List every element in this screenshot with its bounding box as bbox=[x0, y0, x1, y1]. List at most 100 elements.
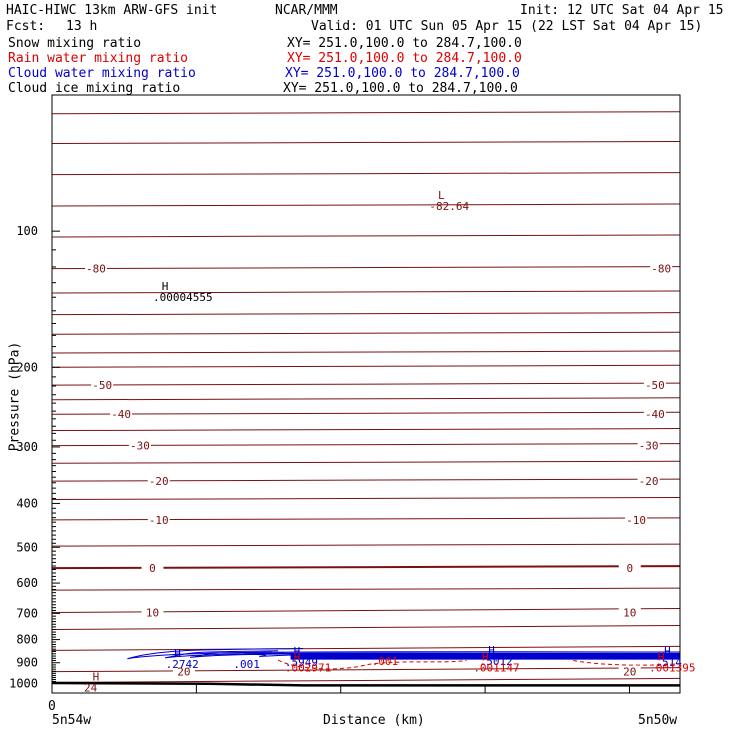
temperature-label-bg bbox=[650, 262, 673, 275]
temperature-label-bg bbox=[172, 665, 195, 678]
field-name-snow: Snow mixing ratio bbox=[8, 36, 142, 51]
temperature-isoline bbox=[51, 625, 681, 631]
temperature-label: -80 bbox=[86, 263, 106, 276]
y-tick-label: 500 bbox=[16, 540, 38, 554]
field-xy-rain: XY= 251.0,100.0 to 284.7,100.0 bbox=[287, 51, 522, 66]
temperature-isoline bbox=[51, 478, 681, 482]
temperature-label-bg bbox=[643, 379, 666, 392]
model-title: HAIC-HIWC 13km ARW-GFS init bbox=[6, 3, 218, 18]
temperature-isoline bbox=[51, 565, 681, 570]
extremum-marker: H bbox=[93, 670, 100, 683]
y-axis-label: Pressure (hPa) bbox=[7, 341, 23, 452]
temperature-label: -20 bbox=[149, 475, 169, 488]
extremum-marker: H bbox=[294, 651, 301, 664]
y-tick-label: 1000 bbox=[9, 676, 38, 690]
temperature-label-bg bbox=[618, 606, 641, 619]
temperature-isoline bbox=[51, 331, 681, 335]
temperature-label-bg bbox=[84, 262, 107, 275]
temperature-label: -10 bbox=[626, 514, 646, 527]
field-xy-snow: XY= 251.0,100.0 to 284.7,100.0 bbox=[287, 36, 522, 51]
extremum-value: .2742 bbox=[166, 658, 199, 671]
temperature-label: -50 bbox=[92, 379, 112, 392]
field-xy-cloud-water: XY= 251.0,100.0 to 284.7,100.0 bbox=[285, 66, 520, 81]
temperature-label: 10 bbox=[623, 607, 636, 620]
temperature-isoline bbox=[51, 140, 681, 144]
temperature-label-bg bbox=[618, 665, 641, 678]
y-tick-label: 700 bbox=[16, 606, 38, 620]
extremum-value: .00004555 bbox=[153, 291, 213, 304]
temperature-isoline bbox=[51, 645, 681, 651]
temperature-isoline bbox=[51, 496, 681, 500]
y-tick-label: 600 bbox=[16, 576, 38, 590]
extremum-marker: H bbox=[664, 645, 671, 658]
chart-labels: -80 -80 -50 -50 -40 -40 -30 -30 -20 -20 -10 -10 0 0 10… bbox=[84, 189, 696, 694]
temperature-label: 0 bbox=[149, 562, 156, 575]
forecast-label: Fcst: bbox=[6, 19, 46, 34]
x-endpoint-left: 5n54w bbox=[52, 713, 92, 728]
extremum-marker: H bbox=[162, 280, 169, 293]
temperature-isoline bbox=[51, 428, 681, 432]
temperature-label-bg bbox=[637, 475, 660, 488]
temperature-isoline bbox=[51, 312, 681, 316]
temperature-isoline bbox=[51, 350, 681, 354]
temperature-label: 20 bbox=[177, 666, 190, 679]
extremum-marker: H bbox=[658, 651, 665, 664]
temperature-label: 10 bbox=[146, 607, 159, 620]
temperature-label-bg bbox=[637, 439, 660, 452]
temperature-label-bg bbox=[643, 408, 666, 421]
extremum-value: -82.64 bbox=[429, 200, 469, 213]
field-name-cloud-water: Cloud water mixing ratio bbox=[8, 66, 196, 81]
temperature-label-bg bbox=[110, 408, 133, 421]
temperature-isoline bbox=[51, 172, 681, 176]
org-label: NCAR/MMM bbox=[275, 3, 338, 18]
temperature-isoline bbox=[51, 290, 681, 294]
y-tick-label: 200 bbox=[16, 360, 38, 374]
x-axis-label: Distance (km) bbox=[323, 713, 425, 728]
temperature-label: -50 bbox=[645, 379, 665, 392]
temperature-isoline bbox=[51, 203, 681, 207]
temperature-label-bg bbox=[141, 606, 164, 619]
extremum-value: 24 bbox=[84, 681, 98, 694]
field-name-rain: Rain water mixing ratio bbox=[8, 51, 189, 66]
temperature-label-bg bbox=[128, 439, 151, 452]
temperature-label-bg bbox=[147, 475, 170, 488]
temperature-label: -10 bbox=[149, 514, 169, 527]
temperature-label: -30 bbox=[639, 440, 659, 453]
extremum-marker: H bbox=[482, 651, 489, 664]
temperature-label-bg bbox=[141, 562, 164, 575]
contour-label: .001 bbox=[372, 655, 399, 668]
extremum-value: .514 bbox=[655, 656, 682, 669]
extremum-marker: H bbox=[294, 645, 301, 658]
y-tick-label: 400 bbox=[16, 496, 38, 510]
temperature-label: -40 bbox=[111, 408, 131, 421]
rain-water-contours bbox=[277, 659, 681, 670]
extremum-value: .5012 bbox=[480, 655, 513, 668]
temperature-label: 0 bbox=[626, 562, 633, 575]
extremum-value: .001395 bbox=[649, 662, 695, 675]
y-tick-label: 300 bbox=[16, 440, 38, 454]
temperature-label: -20 bbox=[639, 475, 659, 488]
y-tick-label: 800 bbox=[16, 633, 38, 647]
valid-time: Valid: 01 UTC Sun 05 Apr 15 (22 LST Sat … bbox=[311, 19, 703, 34]
temperature-isoline bbox=[51, 667, 681, 673]
temperature-isoline bbox=[51, 266, 681, 270]
temperature-label-bg bbox=[625, 513, 648, 526]
terrain-line bbox=[51, 681, 680, 687]
x-tick-label-0: 0 bbox=[48, 699, 56, 714]
temperature-isoline bbox=[51, 397, 681, 401]
forecast-hours: 13 h bbox=[66, 19, 98, 34]
extremum-value: .002971 bbox=[285, 662, 331, 675]
extremum-marker: H bbox=[174, 647, 181, 660]
temperature-label-bg bbox=[618, 562, 641, 575]
plot-frame bbox=[51, 94, 681, 694]
temperature-label: -30 bbox=[130, 440, 150, 453]
temperature-isoline bbox=[51, 411, 681, 415]
temperature-isoline bbox=[51, 608, 681, 614]
extremum-value: .5949 bbox=[285, 656, 318, 669]
temperature-label: -40 bbox=[645, 408, 665, 421]
temperature-isoline bbox=[51, 382, 681, 386]
terrain-surface bbox=[51, 681, 680, 687]
temperature-contours bbox=[51, 111, 681, 683]
